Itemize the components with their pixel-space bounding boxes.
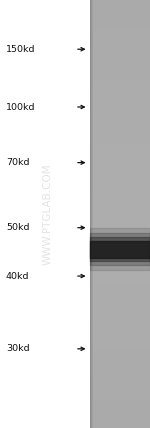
Text: 70kd: 70kd xyxy=(6,158,30,167)
Text: 50kd: 50kd xyxy=(6,223,30,232)
Text: 30kd: 30kd xyxy=(6,344,30,354)
Bar xyxy=(90,237,150,261)
Bar xyxy=(90,228,150,270)
Bar xyxy=(90,233,150,265)
Text: 150kd: 150kd xyxy=(6,45,36,54)
Bar xyxy=(90,241,150,258)
Text: 100kd: 100kd xyxy=(6,102,36,112)
Text: 40kd: 40kd xyxy=(6,271,30,281)
Text: WWW.PTGLAB.COM: WWW.PTGLAB.COM xyxy=(43,163,53,265)
